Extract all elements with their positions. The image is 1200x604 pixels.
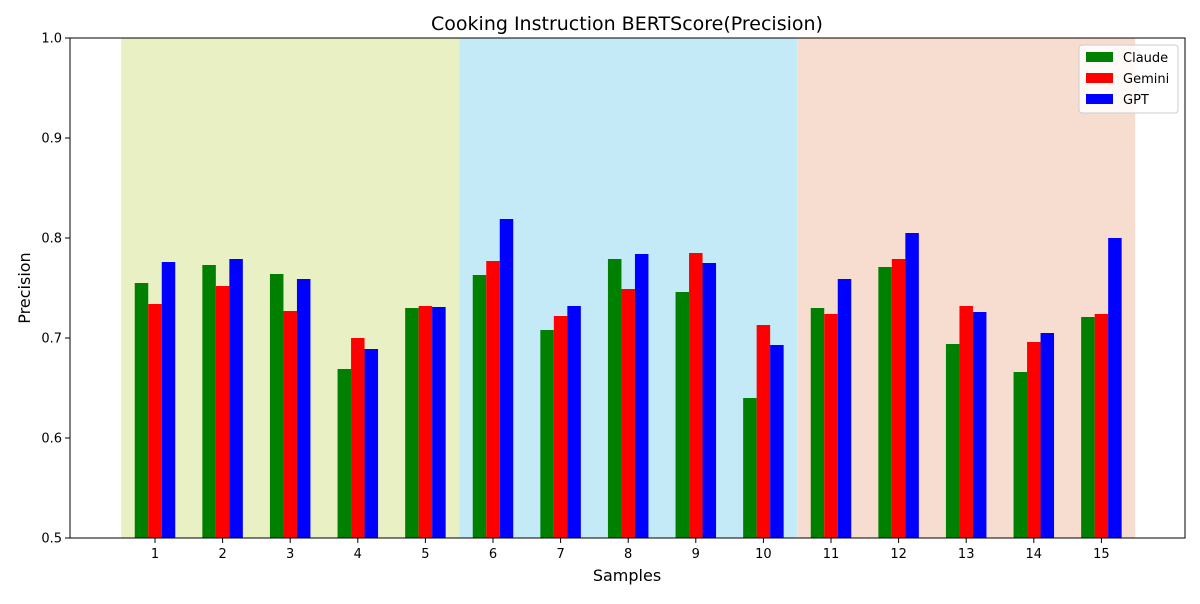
bar-gpt-9 bbox=[702, 263, 717, 538]
legend: Claude Gemini GPT bbox=[1078, 44, 1179, 114]
y-tick-label: 0.7 bbox=[41, 332, 62, 347]
bar-gpt-6 bbox=[499, 219, 514, 538]
bar-gpt-14 bbox=[1040, 333, 1055, 538]
bars-group bbox=[134, 219, 1122, 538]
bar-gemini-14 bbox=[1027, 342, 1041, 538]
bar-claude-15 bbox=[1081, 317, 1095, 538]
bar-gemini-10 bbox=[756, 325, 771, 538]
bar-gemini-2 bbox=[215, 286, 230, 538]
bar-gemini-11 bbox=[824, 314, 838, 538]
y-tick-label: 0.8 bbox=[41, 232, 62, 247]
y-axis-label: Precision bbox=[15, 252, 34, 323]
bar-gpt-1 bbox=[161, 262, 176, 538]
x-tick-label: 15 bbox=[1093, 547, 1110, 562]
bar-gpt-8 bbox=[634, 254, 649, 538]
x-tick-label: 4 bbox=[354, 547, 362, 562]
bar-gemini-1 bbox=[148, 304, 162, 538]
x-tick-label: 8 bbox=[624, 547, 632, 562]
bar-claude-1 bbox=[134, 283, 149, 538]
x-tick-label: 1 bbox=[151, 547, 159, 562]
bar-gemini-9 bbox=[689, 253, 703, 538]
bar-gemini-13 bbox=[959, 306, 973, 538]
x-tick-label: 9 bbox=[692, 547, 700, 562]
bar-gemini-4 bbox=[351, 338, 365, 538]
x-tick-label: 5 bbox=[421, 547, 429, 562]
x-tick-label: 2 bbox=[218, 547, 226, 562]
bar-claude-12 bbox=[878, 267, 892, 538]
bar-gpt-5 bbox=[432, 307, 446, 538]
y-tick-label: 0.9 bbox=[41, 132, 62, 147]
x-axis-label: Samples bbox=[593, 566, 661, 585]
bar-claude-10 bbox=[743, 398, 757, 538]
x-tick-label: 14 bbox=[1026, 547, 1043, 562]
bar-gpt-3 bbox=[296, 279, 311, 538]
y-tick-label: 1.0 bbox=[41, 32, 62, 47]
x-tick-label: 7 bbox=[556, 547, 564, 562]
background-bands bbox=[121, 38, 1136, 538]
bar-claude-14 bbox=[1013, 372, 1028, 538]
bar-claude-7 bbox=[540, 330, 554, 538]
bar-gemini-6 bbox=[486, 261, 500, 538]
bar-gemini-7 bbox=[553, 316, 568, 538]
bar-gemini-15 bbox=[1094, 314, 1109, 538]
legend-swatch-gpt bbox=[1086, 94, 1113, 104]
bar-claude-8 bbox=[607, 259, 622, 538]
x-tick-label: 12 bbox=[890, 547, 907, 562]
bar-gpt-2 bbox=[229, 259, 243, 538]
bar-gemini-3 bbox=[283, 311, 297, 538]
x-axis: 1 2 3 4 5 6 7 8 9 10 11 12 13 14 15 bbox=[151, 538, 1110, 562]
bar-claude-11 bbox=[810, 308, 825, 538]
y-tick-label: 0.6 bbox=[41, 432, 62, 447]
bar-claude-5 bbox=[405, 308, 419, 538]
x-tick-label: 3 bbox=[286, 547, 294, 562]
legend-label-gemini: Gemini bbox=[1123, 72, 1169, 87]
bar-claude-4 bbox=[337, 369, 352, 538]
x-tick-label: 11 bbox=[823, 547, 840, 562]
bar-claude-3 bbox=[269, 274, 284, 538]
bar-claude-2 bbox=[202, 265, 216, 538]
bar-gpt-11 bbox=[837, 279, 852, 538]
bar-claude-6 bbox=[472, 275, 487, 538]
legend-swatch-gemini bbox=[1086, 73, 1113, 83]
bar-gemini-8 bbox=[621, 289, 635, 538]
bar-claude-13 bbox=[945, 344, 960, 538]
chart-title: Cooking Instruction BERTScore(Precision) bbox=[431, 13, 823, 35]
bar-claude-9 bbox=[675, 292, 690, 538]
bar-gpt-7 bbox=[567, 306, 581, 538]
y-axis: 0.5 0.6 0.7 0.8 0.9 1.0 bbox=[41, 32, 70, 547]
x-tick-label: 13 bbox=[958, 547, 975, 562]
bar-gpt-12 bbox=[905, 233, 919, 538]
legend-label-claude: Claude bbox=[1123, 51, 1168, 66]
x-tick-label: 10 bbox=[755, 547, 772, 562]
bar-gemini-5 bbox=[418, 306, 433, 538]
legend-swatch-claude bbox=[1086, 52, 1113, 62]
legend-label-gpt: GPT bbox=[1123, 93, 1149, 108]
y-tick-label: 0.5 bbox=[41, 532, 62, 547]
bar-gpt-13 bbox=[972, 312, 987, 538]
bar-gpt-4 bbox=[364, 349, 379, 538]
x-tick-label: 6 bbox=[489, 547, 497, 562]
bar-gpt-10 bbox=[770, 345, 784, 538]
plot-frame bbox=[69, 37, 1186, 539]
bar-gemini-12 bbox=[891, 259, 906, 538]
bar-gpt-15 bbox=[1108, 238, 1122, 538]
